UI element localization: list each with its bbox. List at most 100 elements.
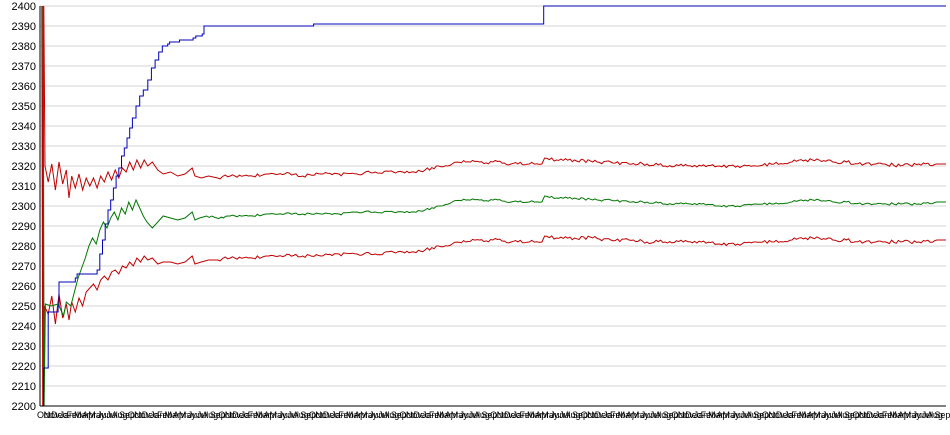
y-tick-label: 2390	[12, 21, 36, 33]
x-tick-label: Mar	[799, 410, 815, 420]
x-tick-label: Sep	[753, 410, 769, 420]
x-tick-label: Jan	[694, 410, 709, 420]
x-tick-label: Mar	[527, 410, 543, 420]
y-tick-label: 2280	[12, 241, 36, 253]
x-tick-label: Aug	[655, 410, 671, 420]
x-tick-label: Jul	[106, 410, 118, 420]
x-tick-label: Mar	[436, 410, 452, 420]
x-tick-label: Jun	[731, 410, 746, 420]
x-tick-label: Sep	[481, 410, 497, 420]
x-tick-label: Apr	[535, 410, 549, 420]
x-tick-label: Nov	[225, 410, 242, 420]
x-tick-label: Feb	[338, 410, 354, 420]
x-tick-label: Jul	[197, 410, 209, 420]
x-tick-label: Dec	[866, 410, 883, 420]
x-tick-label: Oct	[581, 410, 596, 420]
x-tick-label: Jan	[59, 410, 74, 420]
x-tick-label: Dec	[685, 410, 702, 420]
x-tick-label: Oct	[399, 410, 414, 420]
y-tick-label: 2320	[12, 161, 36, 173]
y-tick-label: 2380	[12, 41, 36, 53]
y-tick-label: 2210	[12, 381, 36, 393]
y-tick-label: 2330	[12, 141, 36, 153]
x-tick-label: Nov	[315, 410, 332, 420]
x-tick-label: Aug	[746, 410, 762, 420]
x-tick-label: Aug	[202, 410, 218, 420]
x-tick-label: Jan	[422, 410, 437, 420]
y-tick-label: 2400	[12, 1, 36, 13]
x-tick-label: Jul	[559, 410, 571, 420]
y-tick-label: 2220	[12, 361, 36, 373]
x-tick-label: Jan	[875, 410, 890, 420]
x-tick-label: Nov	[134, 410, 151, 420]
green-mean-series	[42, 5, 946, 407]
y-tick-label: 2200	[12, 401, 36, 413]
x-tick-label: Oct	[671, 410, 686, 420]
x-tick-label: May	[269, 410, 287, 420]
x-tick-label: Jun	[278, 410, 293, 420]
x-tick-label: Oct	[762, 410, 777, 420]
x-tick-label: Apr	[626, 410, 640, 420]
y-tick-label: 2370	[12, 61, 36, 73]
x-tick-label: Feb	[610, 410, 626, 420]
x-tick-label: Feb	[882, 410, 898, 420]
x-tick-label: May	[88, 410, 106, 420]
y-tick-label: 2350	[12, 101, 36, 113]
x-tick-label: May	[451, 410, 469, 420]
x-tick-label: Feb	[701, 410, 717, 420]
x-tick-label: Mar	[889, 410, 905, 420]
x-tick-label: Dec	[51, 410, 68, 420]
x-tick-label: Nov	[859, 410, 876, 420]
x-tick-label: Sep	[119, 410, 135, 420]
x-tick-label: Nov	[678, 410, 695, 420]
x-tick-label: May	[632, 410, 650, 420]
x-tick-label: Sep	[844, 410, 860, 420]
x-tick-label: Jul	[831, 410, 843, 420]
x-tick-label: Dec	[323, 410, 340, 420]
x-tick-label: Jun	[913, 410, 928, 420]
x-tick-label: Apr	[263, 410, 277, 420]
y-tick-label: 2300	[12, 201, 36, 213]
y-tick-label: 2240	[12, 321, 36, 333]
x-tick-label: Jul	[650, 410, 662, 420]
x-tick-label: Jun	[369, 410, 384, 420]
x-tick-label: Aug	[383, 410, 399, 420]
x-tick-label: Jan	[784, 410, 799, 420]
x-tick-label: Jan	[512, 410, 527, 420]
x-tick-label: Dec	[413, 410, 430, 420]
x-tick-label: Jun	[550, 410, 565, 420]
x-tick-label: Sep	[300, 410, 316, 420]
x-tick-label: Feb	[429, 410, 445, 420]
x-tick-label: Mar	[346, 410, 362, 420]
x-tick-label: Sep	[663, 410, 679, 420]
x-tick-label: Jun	[460, 410, 475, 420]
y-tick-label: 2260	[12, 281, 36, 293]
x-tick-label: Apr	[354, 410, 368, 420]
x-tick-label: May	[904, 410, 922, 420]
x-tick-label: Jul	[287, 410, 299, 420]
y-tick-label: 2250	[12, 301, 36, 313]
x-tick-label: Mar	[74, 410, 90, 420]
x-tick-label: Aug	[474, 410, 490, 420]
x-tick-label: Jun	[822, 410, 837, 420]
x-tick-label: Jul	[922, 410, 934, 420]
red-lower-band-series	[41, 5, 946, 407]
x-tick-label: Feb	[519, 410, 535, 420]
x-tick-label: Sep	[934, 410, 950, 420]
x-tick-label: Jan	[603, 410, 618, 420]
x-tick-label: Jul	[378, 410, 390, 420]
x-tick-label: Feb	[66, 410, 82, 420]
x-tick-label: Jun	[97, 410, 112, 420]
x-tick-label: Dec	[232, 410, 249, 420]
x-tick-label: Apr	[807, 410, 821, 420]
x-tick-label: May	[360, 410, 378, 420]
x-tick-label: Jul	[740, 410, 752, 420]
x-tick-label: Nov	[497, 410, 514, 420]
x-tick-label: Aug	[293, 410, 309, 420]
x-tick-label: Jan	[241, 410, 256, 420]
x-tick-label: Oct	[128, 410, 143, 420]
x-tick-label: Nov	[406, 410, 423, 420]
x-tick-label: May	[813, 410, 831, 420]
x-tick-label: Jan	[150, 410, 165, 420]
y-tick-label: 2270	[12, 261, 36, 273]
